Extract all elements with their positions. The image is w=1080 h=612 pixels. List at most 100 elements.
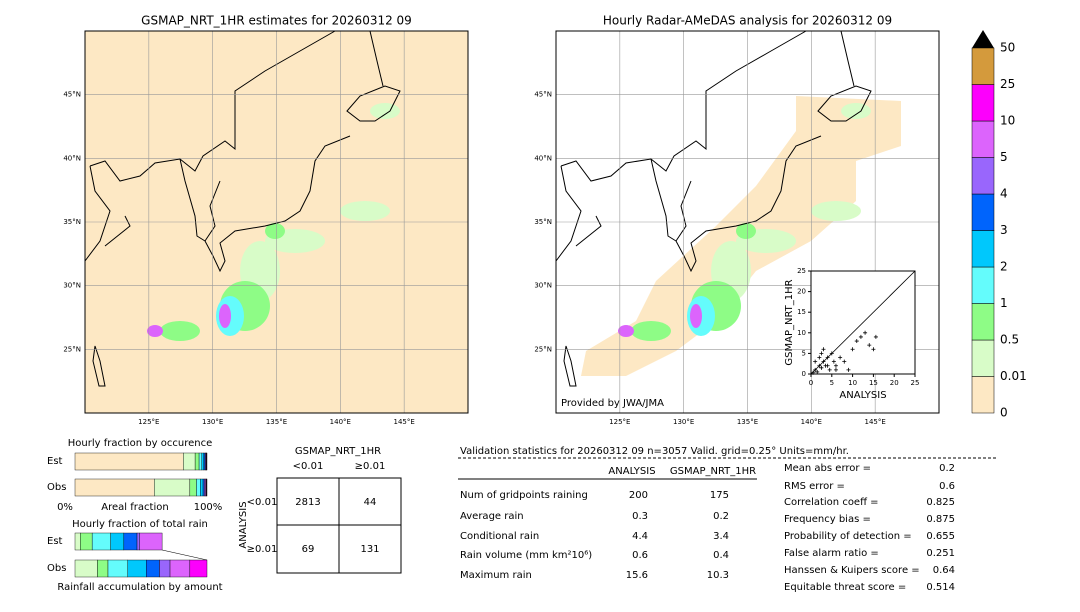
lat-label: 35°N — [63, 218, 81, 226]
fraction-title: Hourly fraction of total rain — [72, 519, 208, 530]
y-tick-label: 10 — [797, 329, 806, 337]
y-tick-label: 0 — [802, 370, 806, 378]
rain-area — [841, 103, 871, 119]
scatter-point — [821, 359, 826, 364]
rain-area — [160, 321, 200, 341]
map-title: GSMAP_NRT_1HR estimates for 20260312 09 — [141, 14, 412, 28]
lon-label: 145°E — [865, 418, 886, 426]
fraction-segment — [74, 532, 81, 551]
colorbar-segment — [971, 303, 995, 341]
scatter-point — [850, 347, 855, 352]
scatter-point — [817, 363, 822, 368]
colorbar-label: 0.5 — [1000, 333, 1019, 347]
scatter-point — [825, 355, 830, 360]
map-frame — [555, 30, 940, 414]
fraction-segment — [110, 532, 125, 551]
lat-label: 25°N — [534, 345, 552, 353]
row-label: <0.01 — [247, 497, 278, 508]
column-header: GSMAP_NRT_1HR — [670, 466, 756, 477]
colorbar-extend — [972, 30, 994, 48]
credit: Provided by JWA/JMA — [561, 398, 664, 409]
x-tick-label: 20 — [890, 379, 899, 387]
stats-heading: Validation statistics for 20260312 09 n=… — [460, 446, 849, 457]
y-tick-label: 15 — [797, 308, 806, 316]
map-title: Hourly Radar-AMeDAS analysis for 2026031… — [603, 14, 892, 28]
lon-label: 140°E — [330, 418, 351, 426]
rain-area — [370, 103, 400, 119]
caption: Rainfall accumulation by amount — [57, 582, 222, 593]
scatter-point — [819, 351, 824, 356]
scatter-point — [863, 330, 868, 335]
scatter-point — [817, 355, 822, 360]
lat-label: 40°N — [63, 154, 81, 162]
fraction-segment — [97, 559, 109, 578]
colorbar-segment — [971, 120, 995, 158]
stat-label: Conditional rain — [460, 531, 539, 542]
colorbar-label: 0.01 — [1000, 369, 1027, 383]
colorbar: 0 0.01 0.5 1 2 3 4 5 10 25 50 — [971, 30, 1027, 420]
fraction-segment — [127, 559, 147, 578]
scatter-point — [846, 367, 851, 372]
scatter-point — [825, 363, 830, 368]
rain-area — [736, 223, 756, 239]
scatter-inset: 0 5 10 15 20 25 0 5 10 15 20 25 ANALYSIS GSMAP_NRT_1H… — [784, 267, 919, 401]
score-value: 0.655 — [926, 531, 955, 542]
x-tick-label: 15 — [869, 379, 878, 387]
fraction-segment — [91, 532, 111, 551]
rain-area — [219, 304, 231, 328]
stat-value: 0.4 — [713, 550, 729, 561]
lat-label: 30°N — [534, 282, 552, 290]
col-label: <0.01 — [293, 461, 324, 472]
colorbar-segment — [971, 84, 995, 122]
stat-value: 175 — [710, 490, 729, 501]
lat-label: 30°N — [63, 282, 81, 290]
colorbar-label: 2 — [1000, 260, 1008, 274]
scatter-point — [842, 359, 847, 364]
colorbar-label: 3 — [1000, 223, 1008, 237]
row-label: Obs — [47, 563, 66, 574]
row-label: Est — [47, 456, 63, 467]
scatter-point — [815, 369, 820, 374]
scatter-point — [813, 359, 818, 364]
scatter-point — [811, 370, 816, 375]
stat-value: 200 — [629, 490, 648, 501]
cell: 69 — [302, 544, 315, 555]
colorbar-segment — [971, 230, 995, 268]
stat-label: Average rain — [460, 511, 524, 522]
fraction-segment — [74, 452, 184, 471]
fraction-segment — [200, 478, 204, 497]
lat-label: 45°N — [534, 91, 552, 99]
score-label: Probability of detection = — [784, 531, 912, 542]
scatter-point — [867, 343, 872, 348]
score-value: 0.251 — [926, 548, 955, 559]
stat-value: 10.3 — [707, 570, 729, 581]
row-label: Est — [47, 536, 63, 547]
fraction-segment — [74, 559, 98, 578]
stat-label: Rain volume (mm km²10⁶) — [460, 550, 592, 561]
cell: 44 — [364, 497, 377, 508]
score-value: 0.825 — [926, 497, 955, 508]
fraction-segment — [146, 559, 160, 578]
col-title: GSMAP_NRT_1HR — [295, 446, 381, 457]
score-label: Equitable threat score = — [784, 582, 906, 593]
score-label: Mean abs error = — [784, 463, 871, 474]
scatter-point — [854, 339, 859, 344]
y-axis-label: GSMAP_NRT_1HR — [784, 279, 795, 365]
lat-label: 25°N — [63, 345, 81, 353]
fraction-segment — [80, 532, 93, 551]
colorbar-segment — [971, 339, 995, 377]
x-tick-label: 5 — [830, 379, 834, 387]
scatter-point — [827, 367, 832, 372]
stat-value: 3.4 — [713, 531, 729, 542]
col-label: ≥0.01 — [355, 461, 386, 472]
colorbar-label: 5 — [1000, 150, 1008, 164]
fraction-segment — [169, 559, 191, 578]
scatter-point — [831, 359, 836, 364]
row-label: ≥0.01 — [247, 544, 278, 555]
fraction-segment — [123, 532, 138, 551]
colorbar-segment — [971, 157, 995, 195]
rain-area — [265, 223, 285, 239]
contingency-table: GSMAP_NRT_1HR<0.01 ≥0.01<0.01≥0.01ANALYSI… — [238, 446, 402, 574]
lat-label: 35°N — [534, 218, 552, 226]
